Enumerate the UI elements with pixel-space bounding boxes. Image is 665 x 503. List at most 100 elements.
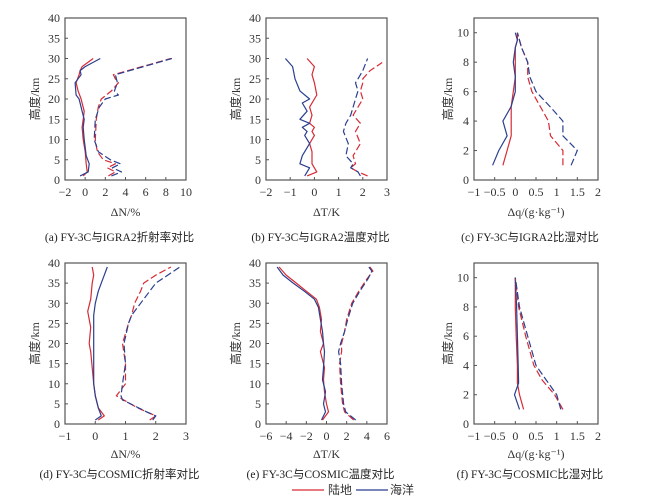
x-tick-label: −4: [280, 429, 293, 443]
series-land-bias-line: [306, 58, 318, 177]
y-axis-label: 高度/km: [228, 322, 243, 365]
y-tick-label: 0: [54, 173, 60, 187]
y-axis-label: 高度/km: [27, 77, 42, 120]
y-tick-label: 30: [249, 52, 261, 66]
panel-caption: (e) FY-3C与COSMIC温度对比: [247, 467, 395, 481]
y-tick-label: 15: [48, 357, 60, 371]
x-tick-label: 1: [336, 185, 342, 199]
series-ocean-bias-line: [513, 277, 521, 410]
series-ocean-bias-line: [492, 32, 519, 166]
series-land-bias-line: [502, 32, 519, 166]
y-tick-label: 40: [48, 256, 60, 270]
x-tick-label: 2: [360, 185, 366, 199]
series-ocean-bias-line: [284, 58, 311, 177]
series-land-std-line: [115, 266, 172, 421]
x-tick-label: 1: [554, 185, 560, 199]
x-tick-label: 4: [364, 429, 370, 443]
x-tick-label: 1: [554, 429, 560, 443]
x-axis-label: ΔN/%: [111, 205, 141, 219]
x-tick-label: 0: [512, 429, 518, 443]
y-tick-label: 10: [249, 133, 261, 147]
y-tick-label: 2: [463, 388, 469, 402]
x-tick-label: 0: [324, 429, 330, 443]
y-tick-label: 10: [457, 271, 469, 285]
x-tick-label: −1: [468, 429, 481, 443]
y-tick-label: 5: [54, 153, 60, 167]
panel-caption: (a) FY-3C与IGRA2折射率对比: [45, 230, 194, 244]
series-ocean-std-line: [514, 277, 562, 410]
y-tick-label: 0: [255, 173, 261, 187]
y-tick-label: 5: [54, 397, 60, 411]
x-tick-label: 10: [180, 185, 192, 199]
x-tick-label: −2: [59, 185, 72, 199]
panel-caption: (d) FY-3C与COSMIC折射率对比: [39, 467, 199, 481]
y-tick-label: 10: [48, 377, 60, 391]
plot-frame: [64, 17, 187, 181]
y-tick-label: 30: [48, 296, 60, 310]
panel-caption: (c) FY-3C与IGRA2比湿对比: [461, 230, 599, 244]
series-land-std-line: [350, 62, 383, 177]
plot-frame: [64, 262, 187, 425]
y-tick-label: 6: [463, 329, 469, 343]
x-tick-label: 8: [163, 185, 169, 199]
series-land-bias-line: [278, 266, 330, 421]
x-tick-label: −0.5: [484, 185, 506, 199]
y-tick-label: 5: [255, 397, 261, 411]
x-tick-label: −0.5: [484, 429, 506, 443]
legend-ocean-label: 海洋: [390, 482, 414, 497]
y-tick-label: 10: [457, 26, 469, 40]
y-tick-label: 35: [249, 31, 261, 45]
x-tick-label: 0: [92, 429, 98, 443]
y-tick-label: 4: [463, 358, 469, 372]
series-ocean-std-line: [338, 266, 373, 421]
x-tick-label: −2: [260, 185, 273, 199]
y-axis-label: 高度/km: [228, 77, 243, 120]
y-axis-label: 高度/km: [440, 77, 455, 120]
x-tick-label: 0.5: [529, 429, 544, 443]
series-land-std-line: [339, 266, 374, 421]
x-tick-label: −1: [468, 185, 481, 199]
y-tick-label: 8: [463, 55, 469, 69]
series-land-std-line: [514, 277, 564, 410]
x-tick-label: −1: [284, 185, 297, 199]
series-ocean-std-line: [516, 32, 578, 166]
panel-c: −1 −0.5 0 0.5 1 1.5 2 0 2 4 6 8 10 高度/km Δq/(g·kg⁻¹) (c…: [440, 17, 601, 244]
x-axis-label: Δq/(g·kg⁻¹): [508, 205, 565, 219]
panel-f: −1 −0.5 0 0.5 1 1.5 2 0 2 4 6 8 10 高度/km Δq/(g·kg⁻¹) (f…: [440, 262, 603, 481]
y-tick-label: 2: [463, 144, 469, 158]
x-tick-label: 1.5: [570, 429, 585, 443]
y-tick-label: 40: [249, 256, 261, 270]
x-axis-label: ΔN/%: [111, 447, 141, 461]
x-tick-label: 2: [153, 429, 159, 443]
series-land-bias-line: [75, 58, 94, 177]
x-tick-label: 6: [384, 429, 390, 443]
y-tick-label: 20: [249, 92, 261, 106]
x-axis-label: Δq/(g·kg⁻¹): [508, 447, 565, 461]
y-tick-label: 25: [48, 316, 60, 330]
plot-frame: [473, 262, 599, 425]
y-tick-label: 35: [249, 276, 261, 290]
x-tick-label: 0.5: [529, 185, 544, 199]
y-tick-label: 25: [249, 72, 261, 86]
x-tick-label: 2: [102, 185, 108, 199]
series-land-std-line: [94, 57, 172, 177]
y-tick-label: 0: [255, 417, 261, 431]
y-tick-label: 0: [54, 417, 60, 431]
x-tick-label: 2: [595, 185, 601, 199]
y-tick-label: 15: [249, 357, 261, 371]
x-axis-label: ΔT/K: [313, 447, 340, 461]
x-tick-label: 0: [311, 185, 317, 199]
series-ocean-std-line: [120, 266, 181, 421]
series-ocean-bias-line: [74, 57, 101, 177]
y-tick-label: 10: [249, 377, 261, 391]
y-tick-label: 20: [249, 337, 261, 351]
y-tick-label: 0: [463, 173, 469, 187]
x-tick-label: 4: [123, 185, 129, 199]
y-tick-label: 35: [48, 31, 60, 45]
x-tick-label: 3: [384, 185, 390, 199]
x-tick-label: −6: [260, 429, 273, 443]
